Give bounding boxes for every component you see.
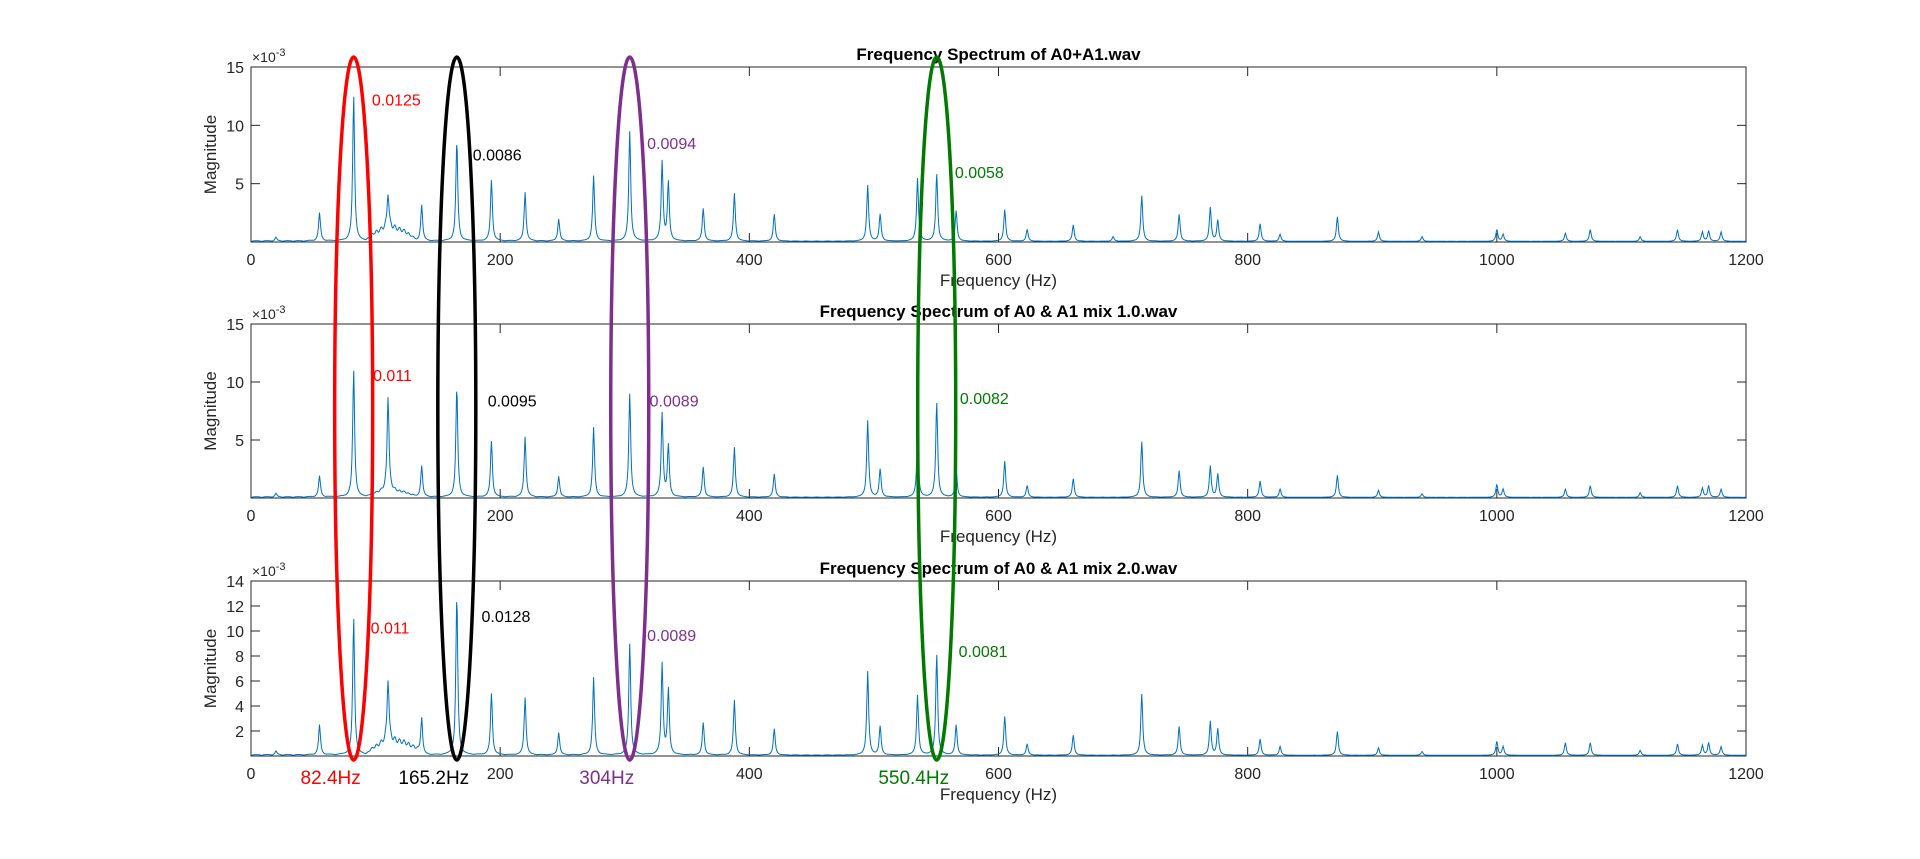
y-tick-label: 8 xyxy=(235,649,244,666)
exponent-power: -3 xyxy=(276,47,286,59)
spectrum-series-1 xyxy=(250,602,1746,756)
exponent-power: -3 xyxy=(276,561,286,573)
x-tick-label: 600 xyxy=(985,766,1012,783)
highlight-ellipse xyxy=(915,55,958,762)
x-tick-label: 200 xyxy=(487,252,514,269)
x-tick-label: 200 xyxy=(487,508,514,525)
x-tick-label: 200 xyxy=(487,766,514,783)
x-tick-label: 1000 xyxy=(1479,508,1515,525)
highlight-ellipse xyxy=(436,55,478,762)
peak-annotation: 0.0058 xyxy=(955,165,1004,182)
peak-annotation: 0.0089 xyxy=(650,394,699,411)
spectrum-series-1 xyxy=(250,96,1746,242)
y-tick-label: 4 xyxy=(235,699,244,716)
y-tick-label: 10 xyxy=(226,118,244,135)
y-exponent-label: ×10-3 xyxy=(252,561,286,579)
y-tick-label: 10 xyxy=(226,375,244,392)
chart-title: Frequency Spectrum of A0 & A1 mix 2.0.wa… xyxy=(820,559,1178,578)
chart-title: Frequency Spectrum of A0+A1.wav xyxy=(856,45,1141,64)
peak-annotation: 0.0094 xyxy=(647,136,696,153)
y-tick-label: 5 xyxy=(235,433,244,450)
y-axis-label: Magnitude xyxy=(201,115,220,194)
peak-annotation: 0.011 xyxy=(373,368,412,385)
peak-annotation: 0.0082 xyxy=(960,391,1009,408)
y-tick-label: 2 xyxy=(235,724,244,741)
y-tick-label: 10 xyxy=(226,624,244,641)
x-tick-label: 800 xyxy=(1234,508,1261,525)
x-tick-label: 1200 xyxy=(1728,766,1764,783)
x-axis-label: Frequency (Hz) xyxy=(940,785,1057,804)
y-tick-label: 5 xyxy=(235,177,244,194)
peak-annotation: 0.0089 xyxy=(647,628,696,645)
exponent-power: -3 xyxy=(276,304,286,316)
x-tick-label: 400 xyxy=(736,766,763,783)
x-tick-label: 400 xyxy=(736,508,763,525)
peak-annotation: 0.011 xyxy=(371,620,410,637)
y-exponent-label: ×10-3 xyxy=(252,47,286,65)
y-tick-label: 15 xyxy=(226,60,244,77)
y-tick-label: 12 xyxy=(226,599,244,616)
axes-box-3 xyxy=(250,580,1747,757)
highlight-frequency-label: 550.4Hz xyxy=(878,768,949,789)
x-tick-label: 0 xyxy=(247,508,256,525)
x-axis-label: Frequency (Hz) xyxy=(940,527,1057,546)
x-tick-label: 600 xyxy=(985,252,1012,269)
highlight-ellipse xyxy=(332,55,375,762)
y-tick-label: 15 xyxy=(226,317,244,334)
highlight-frequency-label: 82.4Hz xyxy=(301,768,361,789)
y-exponent-label: ×10-3 xyxy=(252,304,286,322)
x-tick-label: 1000 xyxy=(1479,252,1515,269)
x-tick-label: 600 xyxy=(985,508,1012,525)
exponent-base: ×10 xyxy=(252,563,276,579)
highlight-frequency-label: 165.2Hz xyxy=(398,768,469,789)
y-axis-label: Magnitude xyxy=(201,371,220,450)
exponent-base: ×10 xyxy=(252,306,276,322)
x-tick-label: 1200 xyxy=(1728,252,1764,269)
x-tick-label: 400 xyxy=(736,252,763,269)
highlight-frequency-label: 304Hz xyxy=(579,768,634,789)
y-tick-label: 14 xyxy=(226,574,244,591)
x-tick-label: 1200 xyxy=(1728,508,1764,525)
axes-box-2 xyxy=(250,323,1747,499)
peak-annotation: 0.0086 xyxy=(473,148,522,165)
exponent-base: ×10 xyxy=(252,49,276,65)
peak-annotation: 0.0128 xyxy=(481,609,530,626)
x-tick-label: 800 xyxy=(1234,252,1261,269)
highlight-ellipse xyxy=(608,55,651,762)
x-tick-label: 800 xyxy=(1234,766,1261,783)
chart-title: Frequency Spectrum of A0 & A1 mix 1.0.wa… xyxy=(820,302,1178,321)
spectrum-series-1 xyxy=(250,370,1746,498)
peak-annotation: 0.0125 xyxy=(372,93,421,110)
axes-box-1 xyxy=(250,66,1747,243)
x-tick-label: 0 xyxy=(247,252,256,269)
x-tick-label: 1000 xyxy=(1479,766,1515,783)
peak-annotation: 0.0095 xyxy=(488,394,537,411)
y-axis-label: Magnitude xyxy=(201,629,220,708)
peak-annotation: 0.0081 xyxy=(959,644,1008,661)
y-tick-label: 6 xyxy=(235,674,244,691)
x-axis-label: Frequency (Hz) xyxy=(940,271,1057,290)
x-tick-label: 0 xyxy=(247,766,256,783)
